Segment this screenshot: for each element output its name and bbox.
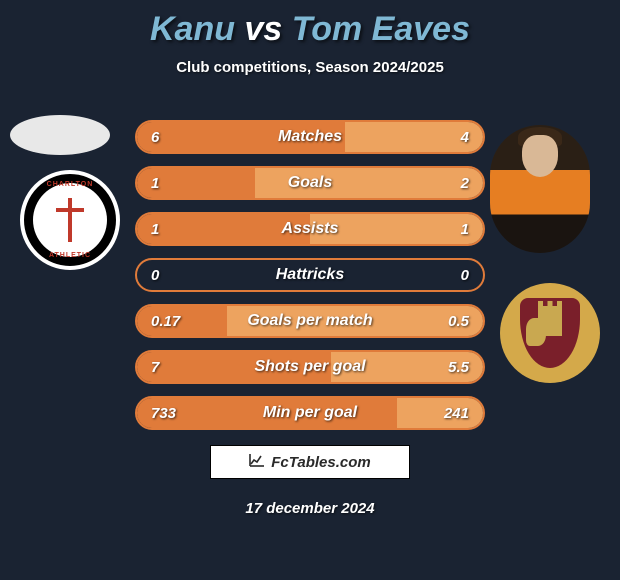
- stat-row: 0Hattricks0: [135, 258, 485, 292]
- northampton-badge: [500, 283, 600, 383]
- club-badge-text: ATHLETIC: [33, 252, 107, 259]
- stat-row: 6Matches4: [135, 120, 485, 154]
- club-badge-inner: CHARLTON ATHLETIC: [33, 183, 107, 257]
- stat-value-right: 0.5: [448, 313, 469, 330]
- stat-label: Goals per match: [137, 312, 483, 330]
- club-badge-text: CHARLTON: [33, 181, 107, 188]
- stat-row: 1Assists1: [135, 212, 485, 246]
- stat-value-right: 0: [461, 267, 469, 284]
- stat-value-right: 241: [444, 405, 469, 422]
- stat-row: 7Shots per goal5.5: [135, 350, 485, 384]
- stat-label: Assists: [137, 220, 483, 238]
- watermark-text: FcTables.com: [271, 454, 370, 471]
- kanu-avatar: [10, 115, 110, 155]
- stat-value-right: 5.5: [448, 359, 469, 376]
- stat-row: 0.17Goals per match0.5: [135, 304, 485, 338]
- stat-label: Hattricks: [137, 266, 483, 284]
- watermark-badge: FcTables.com: [210, 445, 410, 479]
- comparison-infographic: Kanu vs Tom Eaves Club competitions, Sea…: [0, 0, 620, 580]
- stat-row: 1Goals2: [135, 166, 485, 200]
- title-vs: vs: [244, 10, 282, 48]
- date-label: 17 december 2024: [0, 500, 620, 517]
- stats-table: 6Matches41Goals21Assists10Hattricks00.17…: [135, 120, 485, 442]
- title-player2: Tom Eaves: [292, 10, 470, 48]
- page-title: Kanu vs Tom Eaves: [0, 0, 620, 49]
- charlton-athletic-badge: CHARLTON ATHLETIC: [20, 170, 120, 270]
- stat-value-right: 4: [461, 129, 469, 146]
- stat-label: Shots per goal: [137, 358, 483, 376]
- tom-eaves-avatar: [490, 125, 590, 253]
- stat-label: Min per goal: [137, 404, 483, 422]
- chart-icon: [249, 453, 265, 471]
- avatar-face: [522, 135, 558, 177]
- lion-icon: [526, 318, 546, 346]
- stat-value-right: 2: [461, 175, 469, 192]
- title-player1: Kanu: [150, 10, 235, 48]
- sword-icon: [68, 198, 72, 242]
- shield-icon: [520, 298, 580, 368]
- stat-label: Matches: [137, 128, 483, 146]
- stat-row: 733Min per goal241: [135, 396, 485, 430]
- subtitle: Club competitions, Season 2024/2025: [0, 59, 620, 76]
- stat-value-right: 1: [461, 221, 469, 238]
- stat-label: Goals: [137, 174, 483, 192]
